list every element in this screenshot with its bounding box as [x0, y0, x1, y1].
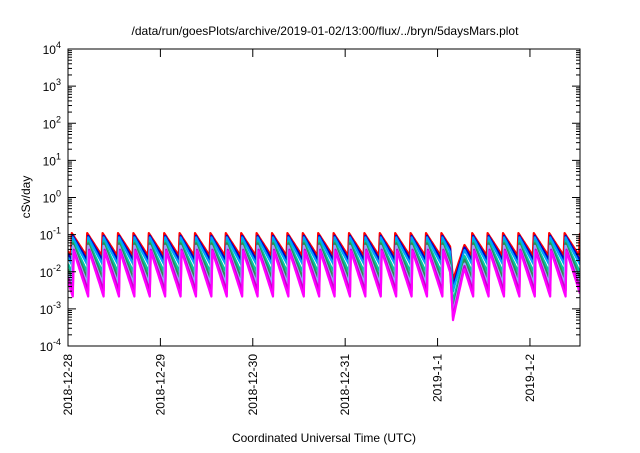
- x-tick-label: 2019-1-2: [523, 354, 537, 402]
- x-tick-label: 2018-12-31: [338, 354, 352, 416]
- y-tick-label-base: 10: [40, 266, 54, 280]
- series-line: [68, 236, 580, 293]
- plot-frame: [67, 48, 581, 347]
- x-axis-ticks: 2018-12-28 2018-12-29 2018-12-30 2018-12-31…: [61, 49, 537, 415]
- x-tick-label: 2019-1-1: [431, 354, 445, 402]
- y-tick-label: 10-4: [40, 337, 61, 354]
- y-tick-label-base: 10: [43, 80, 57, 94]
- y-tick-label: 10-2: [40, 263, 61, 280]
- y-tick-label: 10-1: [40, 226, 61, 243]
- y-tick-label-exponent: 0: [56, 189, 61, 199]
- series-line: [68, 242, 580, 310]
- y-tick-label-base: 10: [40, 303, 54, 317]
- y-tick-label-exponent: 3: [56, 77, 61, 87]
- x-tick-label: 2018-12-30: [246, 354, 260, 416]
- y-axis-label: cSv/day: [19, 176, 33, 219]
- x-axis-label: Coordinated Universal Time (UTC): [232, 431, 416, 445]
- y-tick-label-exponent: -2: [53, 263, 61, 273]
- y-tick-label-exponent: 4: [56, 40, 61, 50]
- y-tick-label-base: 10: [40, 340, 54, 354]
- y-tick-label-base: 10: [43, 154, 57, 168]
- plot-area: [68, 232, 580, 322]
- y-tick-label-base: 10: [43, 117, 57, 131]
- y-tick-label-base: 10: [43, 43, 57, 57]
- series-line: [68, 240, 580, 304]
- x-tick-label: 2018-12-29: [153, 354, 167, 416]
- y-tick-label-exponent: 1: [56, 151, 61, 161]
- y-tick-label-exponent: -3: [53, 300, 61, 310]
- y-tick-label-base: 10: [43, 192, 57, 206]
- y-tick-label: 102: [43, 114, 61, 131]
- y-tick-label: 103: [43, 77, 61, 94]
- y-tick-label-exponent: -4: [53, 337, 61, 347]
- series-line: [68, 250, 580, 322]
- y-tick-label-exponent: 2: [56, 114, 61, 124]
- y-tick-label: 10-3: [40, 300, 61, 317]
- series-group: [68, 232, 580, 322]
- y-tick-label: 100: [43, 189, 61, 206]
- y-tick-label: 104: [43, 40, 61, 57]
- y-tick-label: 101: [43, 151, 61, 168]
- x-tick-label: 2018-12-28: [61, 354, 75, 416]
- y-tick-label-exponent: -1: [53, 226, 61, 236]
- chart-title: /data/run/goesPlots/archive/2019-01-02/1…: [132, 24, 520, 38]
- y-tick-label-base: 10: [40, 229, 54, 243]
